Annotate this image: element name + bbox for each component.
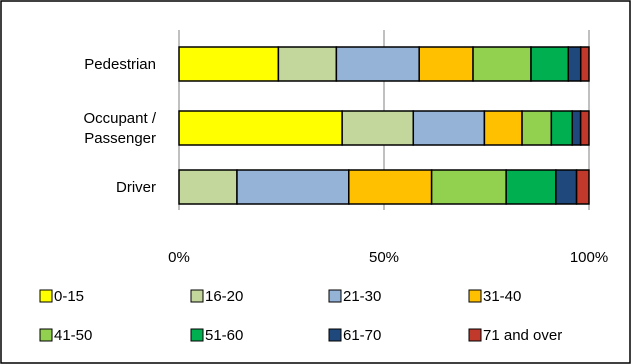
legend-label-3: 31-40 [483,288,521,305]
bar-segment-1-0 [178,110,343,146]
legend-swatch-1 [190,289,204,303]
bar-segment-0-6 [567,46,582,82]
category-label-1-1: Passenger [84,130,156,147]
bar-segment-1-5 [550,110,574,146]
bar-segment-0-5 [530,46,570,82]
x-axis-ticks: 0% 50% 100% [168,249,608,266]
bar-segment-2-6 [555,169,578,205]
legend-swatch-7 [468,328,482,342]
bar-segment-1-4 [521,110,553,146]
legend-label-7: 71 and over [483,327,562,344]
bar-segment-0-7 [579,46,590,82]
tick-label-1: 50% [369,249,399,266]
legend-label-4: 41-50 [54,327,92,344]
bar-segment-1-7 [579,110,590,146]
category-labels: Pedestrian Occupant / Passenger Driver [83,56,156,196]
bar-segment-2-2 [236,169,350,205]
legend-swatch-5 [190,328,204,342]
bar-segment-0-4 [472,46,532,82]
bar-segment-2-5 [505,169,557,205]
legend-label-5: 51-60 [205,327,243,344]
legend-swatch-2 [328,289,342,303]
legend-swatch-6 [328,328,342,342]
category-label-0-0: Pedestrian [84,56,156,73]
bar-segment-2-3 [348,169,433,205]
bar-segment-1-2 [412,110,486,146]
category-label-1-0: Occupant / [83,110,156,127]
bar-segment-1-1 [341,110,415,146]
legend-label-2: 21-30 [343,288,381,305]
legend-swatch-0 [39,289,53,303]
category-label-2-0: Driver [116,179,156,196]
tick-label-2: 100% [570,249,608,266]
legend-label-6: 61-70 [343,327,381,344]
legend-swatch-3 [468,289,482,303]
bar-segment-0-0 [178,46,280,82]
bar-segment-1-3 [483,110,523,146]
tick-label-0: 0% [168,249,190,266]
bar-segment-0-2 [335,46,420,82]
bar-segment-1-6 [571,110,582,146]
legend: 0-15 16-20 21-30 31-40 41-50 51-60 61-70 71 and… [39,288,562,344]
legend-label-0: 0-15 [54,288,84,305]
bar-segment-2-1 [178,169,238,205]
legend-label-1: 16-20 [205,288,243,305]
bars [178,46,590,205]
bar-segment-0-3 [418,46,474,82]
bar-segment-2-7 [575,169,590,205]
bar-segment-0-1 [277,46,338,82]
legend-swatch-4 [39,328,53,342]
bar-segment-2-4 [430,169,507,205]
